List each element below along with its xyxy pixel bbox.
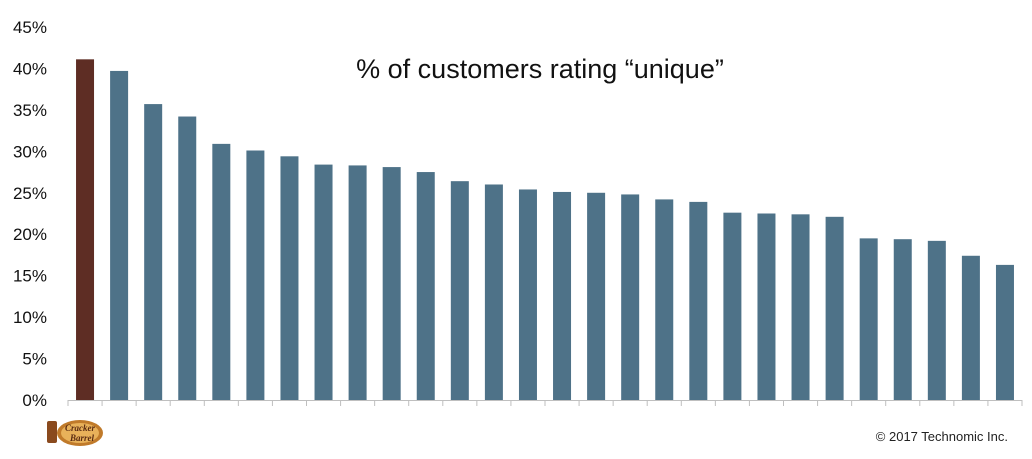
cracker-barrel-logo: Cracker Barrel <box>47 420 103 446</box>
y-tick-label: 30% <box>13 142 47 161</box>
x-axis-ticks <box>67 400 1023 406</box>
bar <box>76 59 95 401</box>
bar <box>553 191 572 400</box>
bar <box>178 116 197 401</box>
chart-title: % of customers rating “unique” <box>356 54 724 84</box>
copyright-text: © 2017 Technomic Inc. <box>875 429 1008 444</box>
bar <box>518 189 537 400</box>
bars <box>76 59 1014 401</box>
bar <box>212 143 231 400</box>
bar <box>416 172 435 400</box>
bar <box>757 213 776 400</box>
bar <box>689 201 708 400</box>
y-tick-label: 0% <box>22 391 47 410</box>
y-tick-label: 40% <box>13 59 47 78</box>
bar <box>961 255 980 400</box>
y-tick-label: 45% <box>13 18 47 37</box>
bar <box>621 194 640 400</box>
bar <box>859 238 878 400</box>
bar <box>348 165 367 400</box>
bar <box>382 167 401 400</box>
bar <box>587 192 606 400</box>
y-tick-label: 5% <box>22 350 47 369</box>
svg-text:Cracker: Cracker <box>65 423 95 433</box>
bar <box>791 214 810 400</box>
bar <box>995 264 1014 400</box>
y-tick-label: 10% <box>13 308 47 327</box>
y-tick-label: 15% <box>13 267 47 286</box>
y-tick-label: 35% <box>13 101 47 120</box>
bar <box>655 199 674 400</box>
y-tick-label: 25% <box>13 184 47 203</box>
svg-text:Barrel: Barrel <box>69 433 95 443</box>
bar <box>723 212 742 400</box>
bar <box>314 164 333 400</box>
bar <box>825 216 844 400</box>
y-axis-tick-labels: 0% 5% 10% 15% 20% 25% 30% 35% 40% 45% <box>13 18 47 410</box>
bar <box>144 104 163 400</box>
bar <box>280 156 299 400</box>
bar <box>110 70 129 400</box>
bar <box>246 150 265 400</box>
y-tick-label: 20% <box>13 225 47 244</box>
bar <box>484 184 503 400</box>
bar <box>450 181 469 400</box>
bar <box>893 239 912 400</box>
bar <box>927 240 946 400</box>
